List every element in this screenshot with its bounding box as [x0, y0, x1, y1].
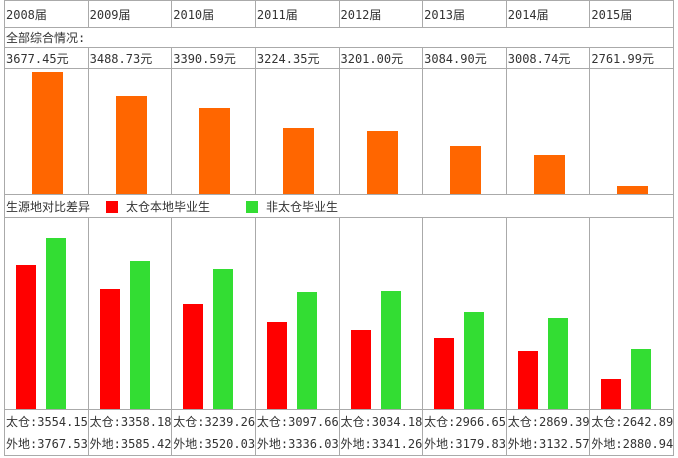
comparison-labels: 太仓:2642.89 外地:2880.94	[589, 409, 674, 456]
nonlocal-bar	[213, 269, 234, 409]
comparison-chart-cell	[254, 217, 340, 410]
local-label: 太仓:2869.39	[507, 414, 590, 429]
year-header: 2015届	[589, 0, 674, 28]
overall-chart-cell	[4, 68, 89, 195]
nonlocal-label: 外地:3341.26	[340, 436, 423, 451]
year-header: 2014届	[505, 0, 591, 28]
local-bar	[183, 304, 204, 409]
salary-table: 2008届 2009届 2010届 2011届 2012届 2013届 2014届 2015届…	[4, 0, 674, 456]
overall-value: 3224.35元	[254, 47, 340, 69]
local-bar	[434, 338, 455, 409]
local-bar	[601, 379, 622, 409]
overall-bar	[366, 131, 398, 194]
comparison-labels: 太仓:3239.26 外地:3520.03	[171, 409, 256, 456]
local-bar	[99, 289, 120, 409]
local-label: 太仓:3034.18	[340, 414, 423, 429]
local-bar	[350, 329, 371, 409]
overall-bar	[450, 145, 482, 194]
local-label: 太仓:3358.18	[89, 414, 172, 429]
year-header: 2008届	[4, 0, 89, 28]
overall-label: 全部综合情况:	[4, 27, 674, 48]
comparison-chart-cell	[4, 217, 89, 410]
comparison-labels: 太仓:3358.18 外地:3585.42	[87, 409, 173, 456]
legend: 生源地对比差异 太仓本地毕业生 非太仓毕业生	[4, 194, 674, 218]
year-header: 2012届	[338, 0, 424, 28]
overall-value: 3008.74元	[505, 47, 591, 69]
local-label: 太仓:2966.65	[424, 414, 506, 429]
comparison-chart-cell	[422, 217, 507, 410]
overall-value: 3390.59元	[171, 47, 256, 69]
overall-chart-cell	[505, 68, 591, 195]
nonlocal-bar	[296, 292, 317, 409]
nonlocal-label: 外地:3336.03	[256, 436, 339, 451]
nonlocal-bar	[464, 311, 485, 409]
comparison-labels: 太仓:2966.65 外地:3179.83	[422, 409, 507, 456]
legend-local: 太仓本地毕业生	[126, 199, 211, 214]
comparison-labels: 太仓:2869.39 外地:3132.57	[505, 409, 591, 456]
overall-bar	[617, 186, 649, 194]
nonlocal-label: 外地:3520.03	[173, 436, 256, 451]
comparison-label: 生源地对比差异	[6, 199, 91, 214]
overall-value: 3677.45元	[4, 47, 89, 69]
year-header: 2013届	[422, 0, 507, 28]
overall-value: 2761.99元	[589, 47, 674, 69]
comparison-labels: 太仓:3034.18 外地:3341.26	[338, 409, 424, 456]
comparison-labels: 太仓:3554.15 外地:3767.53	[4, 409, 89, 456]
legend-swatch-nonlocal	[246, 200, 259, 213]
local-label: 太仓:3239.26	[173, 414, 256, 429]
overall-chart-cell	[338, 68, 424, 195]
overall-value: 3488.73元	[87, 47, 173, 69]
nonlocal-bar	[46, 237, 66, 409]
overall-chart-cell	[422, 68, 507, 195]
comparison-chart-cell	[87, 217, 173, 410]
overall-value: 3201.00元	[338, 47, 424, 69]
local-label: 太仓:2642.89	[591, 414, 674, 429]
overall-value: 3084.90元	[422, 47, 507, 69]
legend-swatch-local	[106, 200, 119, 213]
overall-bar	[199, 107, 231, 194]
comparison-chart-cell	[589, 217, 674, 410]
local-bar	[517, 350, 538, 409]
comparison-chart-cell	[171, 217, 256, 410]
nonlocal-bar	[380, 291, 401, 409]
nonlocal-bar	[547, 317, 568, 409]
comparison-labels: 太仓:3097.66 外地:3336.03	[254, 409, 340, 456]
overall-chart-cell	[589, 68, 674, 195]
comparison-chart-cell	[505, 217, 591, 410]
overall-chart-cell	[87, 68, 173, 195]
local-label: 太仓:3554.15	[6, 414, 88, 429]
local-bar	[266, 321, 287, 409]
comparison-chart-cell	[338, 217, 424, 410]
nonlocal-label: 外地:3132.57	[507, 436, 590, 451]
nonlocal-label: 外地:3585.42	[89, 436, 172, 451]
local-label: 太仓:3097.66	[256, 414, 339, 429]
year-header: 2009届	[87, 0, 173, 28]
nonlocal-label: 外地:3179.83	[424, 436, 506, 451]
nonlocal-label: 外地:2880.94	[591, 436, 674, 451]
nonlocal-label: 外地:3767.53	[6, 436, 88, 451]
overall-bar	[282, 128, 314, 194]
local-bar	[16, 264, 36, 409]
overall-bar	[115, 95, 147, 194]
overall-chart-cell	[254, 68, 340, 195]
legend-nonlocal: 非太仓毕业生	[266, 199, 339, 214]
year-header: 2010届	[171, 0, 256, 28]
year-header: 2011届	[254, 0, 340, 28]
nonlocal-bar	[129, 260, 150, 409]
nonlocal-bar	[631, 349, 652, 409]
overall-bar	[32, 72, 63, 194]
overall-bar	[533, 155, 565, 194]
overall-chart-cell	[171, 68, 256, 195]
